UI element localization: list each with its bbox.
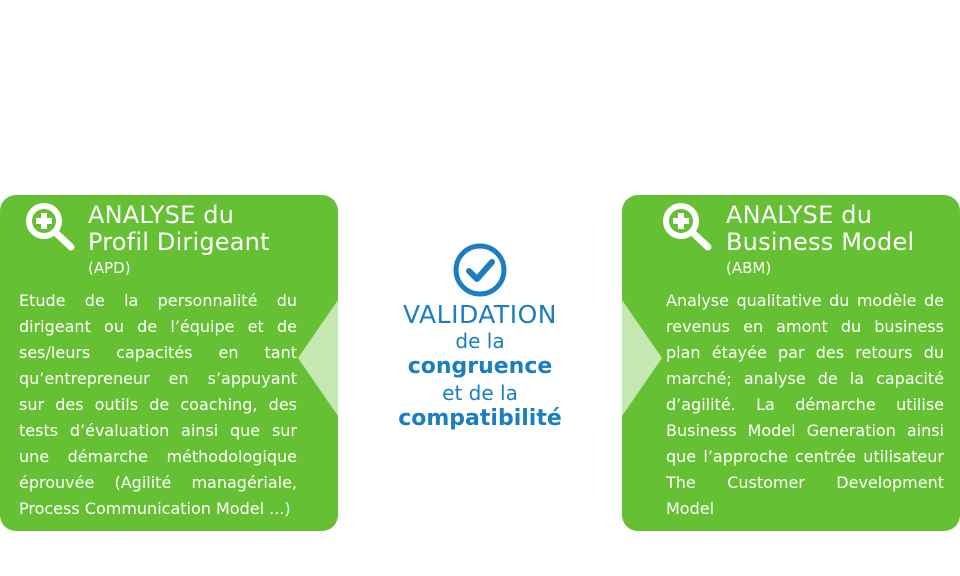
card-title-line2: Business Model [726,228,915,256]
card-title: ANALYSE du Profil Dirigeant [88,202,270,256]
card-abbreviation: (APD) [88,259,131,277]
validation-block: VALIDATION de la congruence et de la com… [380,242,580,433]
validation-text-et-de-la: et de la [442,381,518,405]
magnifier-plus-icon [26,203,75,251]
arrow-notch-left [622,300,662,416]
card-title-line2: Profil Dirigeant [88,228,270,256]
card-abbreviation: (ABM) [726,259,772,277]
card-title-line1: ANALYSE du [726,201,873,229]
card-description: Etude de la personnalité du dirigeant ou… [19,291,297,518]
validation-text-congruence: congruence [407,354,553,379]
card-title-line1: ANALYSE du [88,201,235,229]
arrow-notch-right [298,300,338,416]
validation-title: VALIDATION [403,300,557,329]
validation-text-compatibilite: compatibilité [398,406,562,431]
check-circle-icon [453,243,507,297]
validation-text-de-la: de la [455,329,505,353]
card-description: Analyse qualitative du modèle de revenus… [666,291,944,518]
card-profil-dirigeant: ANALYSE du Profil Dirigeant (APD) Etude … [0,195,338,531]
card-business-model: ANALYSE du Business Model (ABM) Analyse … [622,195,960,531]
card-title: ANALYSE du Business Model [726,202,914,256]
magnifier-plus-icon [663,203,712,251]
